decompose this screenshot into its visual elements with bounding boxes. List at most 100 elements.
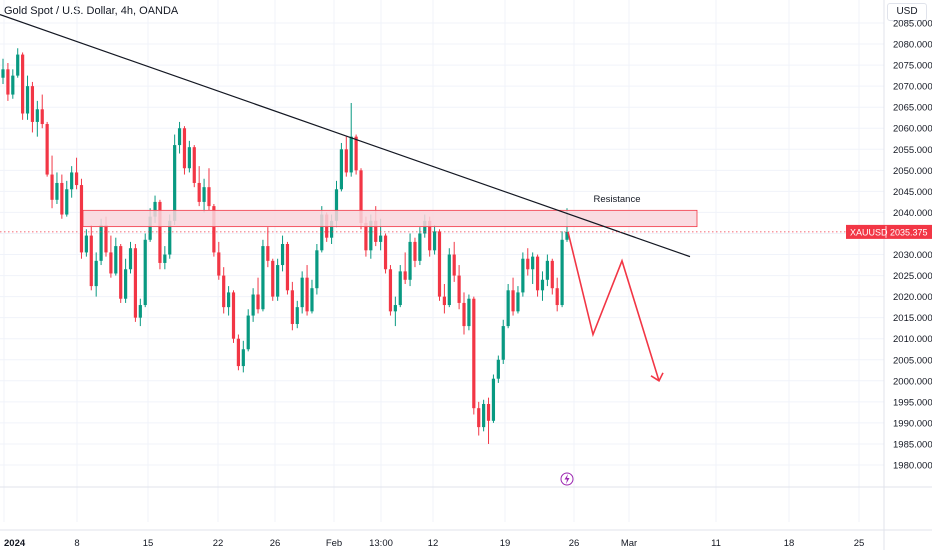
x-tick-label: 26	[569, 538, 580, 549]
candle-body	[50, 174, 54, 200]
candle-body	[70, 172, 74, 190]
candle-body	[138, 305, 142, 318]
candle-body	[182, 128, 187, 169]
candle-body	[526, 258, 530, 270]
y-tick-label: 2070.000	[893, 82, 932, 93]
x-tick-label: 11	[711, 538, 721, 549]
candle-body	[158, 201, 162, 263]
candle-body	[6, 69, 10, 95]
candle-body	[477, 408, 481, 428]
candle-body	[197, 182, 201, 202]
candle-body	[251, 294, 255, 316]
y-tick-label: 2085.000	[893, 19, 932, 30]
candle-body	[148, 216, 152, 240]
resistance-label: Resistance	[594, 194, 641, 205]
candle-body	[79, 185, 84, 253]
candle-body	[168, 220, 172, 255]
candle-body	[16, 54, 20, 76]
y-tick-label: 2050.000	[893, 166, 932, 177]
candle-body	[261, 246, 265, 310]
candle-body	[74, 172, 79, 186]
x-tick-label: 22	[213, 538, 224, 549]
candle-body	[192, 147, 196, 183]
candle-body	[35, 109, 39, 122]
x-tick-label: 12	[428, 538, 439, 549]
candle-body	[1, 69, 5, 78]
x-tick-label: 25	[854, 538, 865, 549]
candle-body	[452, 254, 456, 276]
candle-body	[11, 75, 15, 95]
candle-body	[124, 269, 128, 299]
candle-body	[482, 403, 486, 428]
price-tag-bg	[846, 224, 932, 239]
candle-body	[383, 235, 388, 270]
candle-body	[187, 147, 191, 169]
candle-body	[506, 290, 510, 327]
y-tick-label: 2040.000	[893, 208, 932, 219]
grid	[0, 0, 884, 522]
candle-body	[60, 182, 64, 215]
candle-body	[565, 231, 569, 240]
candle-body	[555, 288, 559, 306]
candle-body	[173, 145, 177, 221]
x-tick-label: 8	[74, 538, 79, 549]
price-tag-symbol: XAUUSD	[850, 227, 888, 237]
candle-body	[472, 298, 476, 409]
y-tick-label: 2045.000	[893, 187, 932, 198]
price-tag: XAUUSD 2035.375	[846, 224, 932, 239]
y-tick-label: 1985.000	[893, 439, 932, 450]
candle-body	[521, 258, 525, 293]
candle-body	[55, 182, 59, 200]
candle-body	[119, 246, 123, 299]
candle-body	[212, 206, 216, 253]
candles	[1, 48, 569, 444]
chart-title: Gold Spot / U.S. Dollar, 4h, OANDA	[4, 5, 179, 17]
candle-body	[65, 189, 69, 215]
lightning-icon-bolt	[564, 474, 570, 484]
candle-body	[486, 403, 491, 421]
x-tick-label: 18	[784, 538, 795, 549]
candle-body	[266, 246, 270, 261]
candle-body	[315, 250, 319, 289]
x-tick-label: Mar	[621, 538, 637, 549]
candle-body	[437, 231, 442, 297]
candle-body	[428, 220, 432, 251]
candle-body	[344, 149, 348, 173]
y-tick-label: 2020.000	[893, 292, 932, 303]
candle-body	[285, 244, 290, 291]
candle-body	[207, 187, 211, 207]
candle-body	[467, 298, 471, 327]
y-tick-label: 2055.000	[893, 145, 932, 156]
x-tick-label: 2024	[4, 538, 26, 549]
candle-body	[364, 222, 368, 251]
candle-body	[133, 248, 138, 318]
candle-body	[408, 241, 412, 280]
candle-body	[388, 269, 393, 312]
candle-body	[501, 326, 505, 360]
currency-selector[interactable]: USD	[887, 3, 927, 21]
candle-body	[339, 149, 343, 190]
candle-body	[359, 170, 363, 223]
candle-body	[310, 288, 314, 312]
candle-body	[241, 349, 245, 367]
candle-body	[432, 231, 437, 251]
y-tick-label: 2060.000	[893, 124, 932, 135]
candle-body	[462, 302, 466, 327]
candle-body	[163, 254, 167, 263]
candle-body	[30, 86, 35, 122]
candle-body	[320, 214, 324, 251]
candle-body	[560, 239, 564, 306]
candle-body	[305, 277, 309, 312]
candle-body	[418, 233, 422, 261]
candle-body	[202, 187, 206, 202]
candle-body	[222, 275, 226, 308]
candle-body	[177, 128, 182, 146]
x-tick-label: Feb	[326, 538, 342, 549]
candle-body	[25, 86, 30, 114]
candle-body	[516, 292, 520, 312]
x-tick-label: 26	[270, 538, 281, 549]
projection-path	[567, 231, 660, 382]
candle-body	[457, 275, 461, 303]
